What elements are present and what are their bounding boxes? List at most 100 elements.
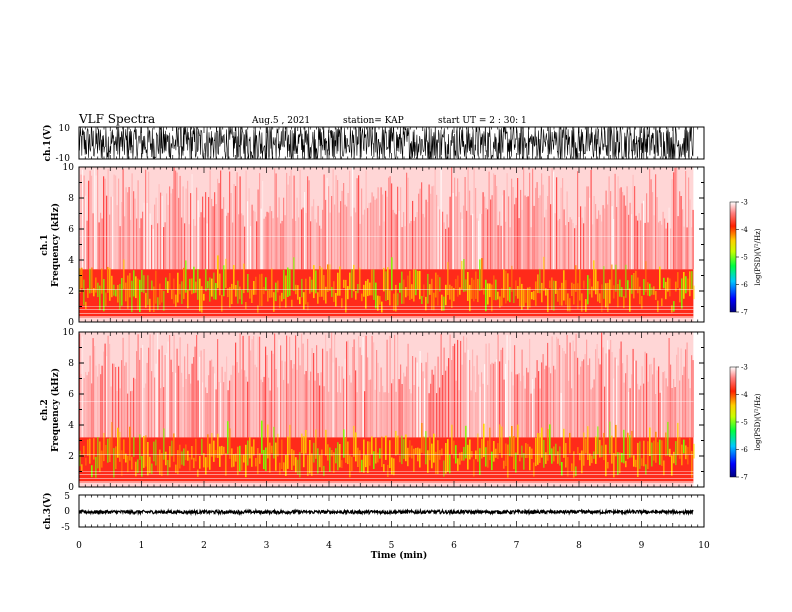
- spectrogram-hotspot: [183, 267, 185, 299]
- ch3-ytick-bottom: -5: [61, 523, 70, 533]
- spectrogram-streak: [353, 339, 355, 438]
- spectrogram-hotspot: [275, 442, 277, 471]
- spectrogram-streak: [655, 394, 657, 438]
- spectrogram-streak: [488, 343, 490, 438]
- spectrogram-streak: [625, 205, 627, 270]
- spectrogram-hotspot: [159, 449, 161, 475]
- spectrogram-hotspot: [345, 437, 347, 463]
- spectrogram-streak: [514, 345, 516, 438]
- ch1-ytick-bottom: -10: [56, 154, 71, 164]
- spectrogram-hotspot: [449, 284, 451, 300]
- spectrogram-streak: [250, 350, 252, 438]
- spectrogram-hotspot: [385, 271, 387, 301]
- spectrogram-streak: [595, 349, 597, 438]
- spectrogram-hotspot: [273, 292, 275, 312]
- spectrogram-hotspot: [213, 440, 215, 462]
- spectrogram-hotspot: [587, 426, 589, 460]
- ch3-ytick-top: 5: [64, 492, 70, 502]
- spectrogram-hotspot: [353, 264, 355, 292]
- spectrogram-streak: [680, 348, 682, 438]
- spectrogram-hotspot: [519, 277, 521, 307]
- spectrogram-ytick-label: 8: [68, 359, 74, 369]
- spectrogram-hotspot: [643, 279, 645, 296]
- spectrogram-streak: [575, 225, 577, 270]
- spectrogram-streak: [547, 342, 549, 438]
- spectrogram-hotspot: [413, 448, 415, 472]
- spectrogram-streak: [649, 168, 651, 270]
- spectrogram-streak: [308, 180, 310, 270]
- spectrogram-streak: [485, 208, 487, 270]
- spectrogram-streak: [317, 205, 319, 270]
- spectrogram-streak: [256, 221, 258, 270]
- spectrogram-hotspot: [223, 446, 225, 454]
- spectrogram-streak: [155, 363, 157, 438]
- spectrogram-hotspot: [219, 446, 221, 467]
- spectrogram-hotspot: [507, 273, 509, 301]
- spectrogram-streak: [665, 228, 667, 270]
- spectrogram-streak: [554, 213, 556, 270]
- spectrogram-hotspot: [335, 293, 337, 307]
- spectrogram-hotspot: [443, 460, 445, 477]
- spectrogram-streak: [277, 217, 279, 270]
- spectrogram-streak: [691, 227, 693, 270]
- spectrogram-hotspot: [505, 270, 507, 304]
- spectrogram-hotspot: [583, 280, 585, 289]
- spectrogram-streak: [371, 335, 373, 438]
- spectrogram-streak: [407, 177, 409, 270]
- spectrogram-streak: [548, 175, 550, 270]
- spectrogram-hotspot: [97, 282, 99, 297]
- spectrogram-streak: [548, 367, 550, 438]
- spectrogram-streak: [424, 378, 426, 438]
- spectrogram-hotspot: [411, 445, 413, 459]
- spectrogram-streak: [590, 389, 592, 438]
- spectrogram-streak: [392, 209, 394, 270]
- spectrogram-streak: [466, 337, 468, 438]
- spectrogram-hotspot: [277, 433, 279, 457]
- spectrogram-streak: [481, 214, 483, 270]
- spectrogram-streak: [467, 167, 469, 270]
- spectrogram-hotspot: [565, 280, 567, 305]
- spectrogram-streak: [245, 170, 247, 270]
- spectrogram-streak: [350, 216, 352, 270]
- spectrogram-streak: [640, 385, 642, 438]
- spectrogram-streak: [482, 192, 484, 270]
- spectrogram-hotspot: [245, 302, 247, 309]
- spectrogram-streak: [614, 173, 616, 270]
- ch2-colorbar-label: log(PSD)(V²/Hz): [754, 393, 762, 450]
- spectrogram-streak: [199, 356, 201, 438]
- spectrogram-streak: [116, 390, 118, 438]
- spectrogram-streak: [100, 374, 102, 438]
- spectrogram-hotspot: [233, 265, 235, 290]
- spectrogram-ytick-label: 10: [63, 328, 75, 338]
- spectrogram-hotspot: [603, 266, 605, 299]
- spectrogram-streak: [134, 378, 136, 438]
- spectrogram-streak: [389, 176, 391, 270]
- spectrogram-hotspot: [79, 450, 81, 467]
- spectrogram-streak: [254, 364, 256, 438]
- spectrogram-hotspot: [669, 278, 671, 297]
- spectrogram-streak: [409, 389, 411, 438]
- spectrogram-hotspot: [497, 291, 499, 300]
- spectrogram-streak: [326, 351, 328, 438]
- spectrogram-hotspot: [339, 266, 341, 296]
- spectrogram-hotspot: [315, 270, 317, 294]
- spectrogram-hotspot: [495, 448, 497, 458]
- spectrogram-hotspot: [617, 452, 619, 476]
- spectrogram-hotspot: [383, 464, 385, 472]
- spectrogram-hotspot: [245, 444, 247, 478]
- ch3-waveform-ylabel: ch.3(V): [42, 493, 53, 530]
- spectrogram-streak: [422, 371, 424, 438]
- spectrogram-hotspot: [285, 455, 287, 476]
- spectrogram-streak: [508, 360, 510, 438]
- spectrogram-hotspot: [667, 277, 669, 292]
- spectrogram-streak: [217, 178, 219, 270]
- spectrogram-hotspot: [95, 456, 97, 478]
- spectrogram-streak: [191, 363, 193, 438]
- spectrogram-hotspot: [463, 259, 465, 292]
- spectrogram-streak: [412, 200, 414, 270]
- spectrogram-hotspot: [637, 442, 639, 477]
- spectrogram-hotspot: [681, 278, 683, 309]
- spectrogram-hotspot: [121, 278, 123, 306]
- spectrogram-streak: [175, 372, 177, 438]
